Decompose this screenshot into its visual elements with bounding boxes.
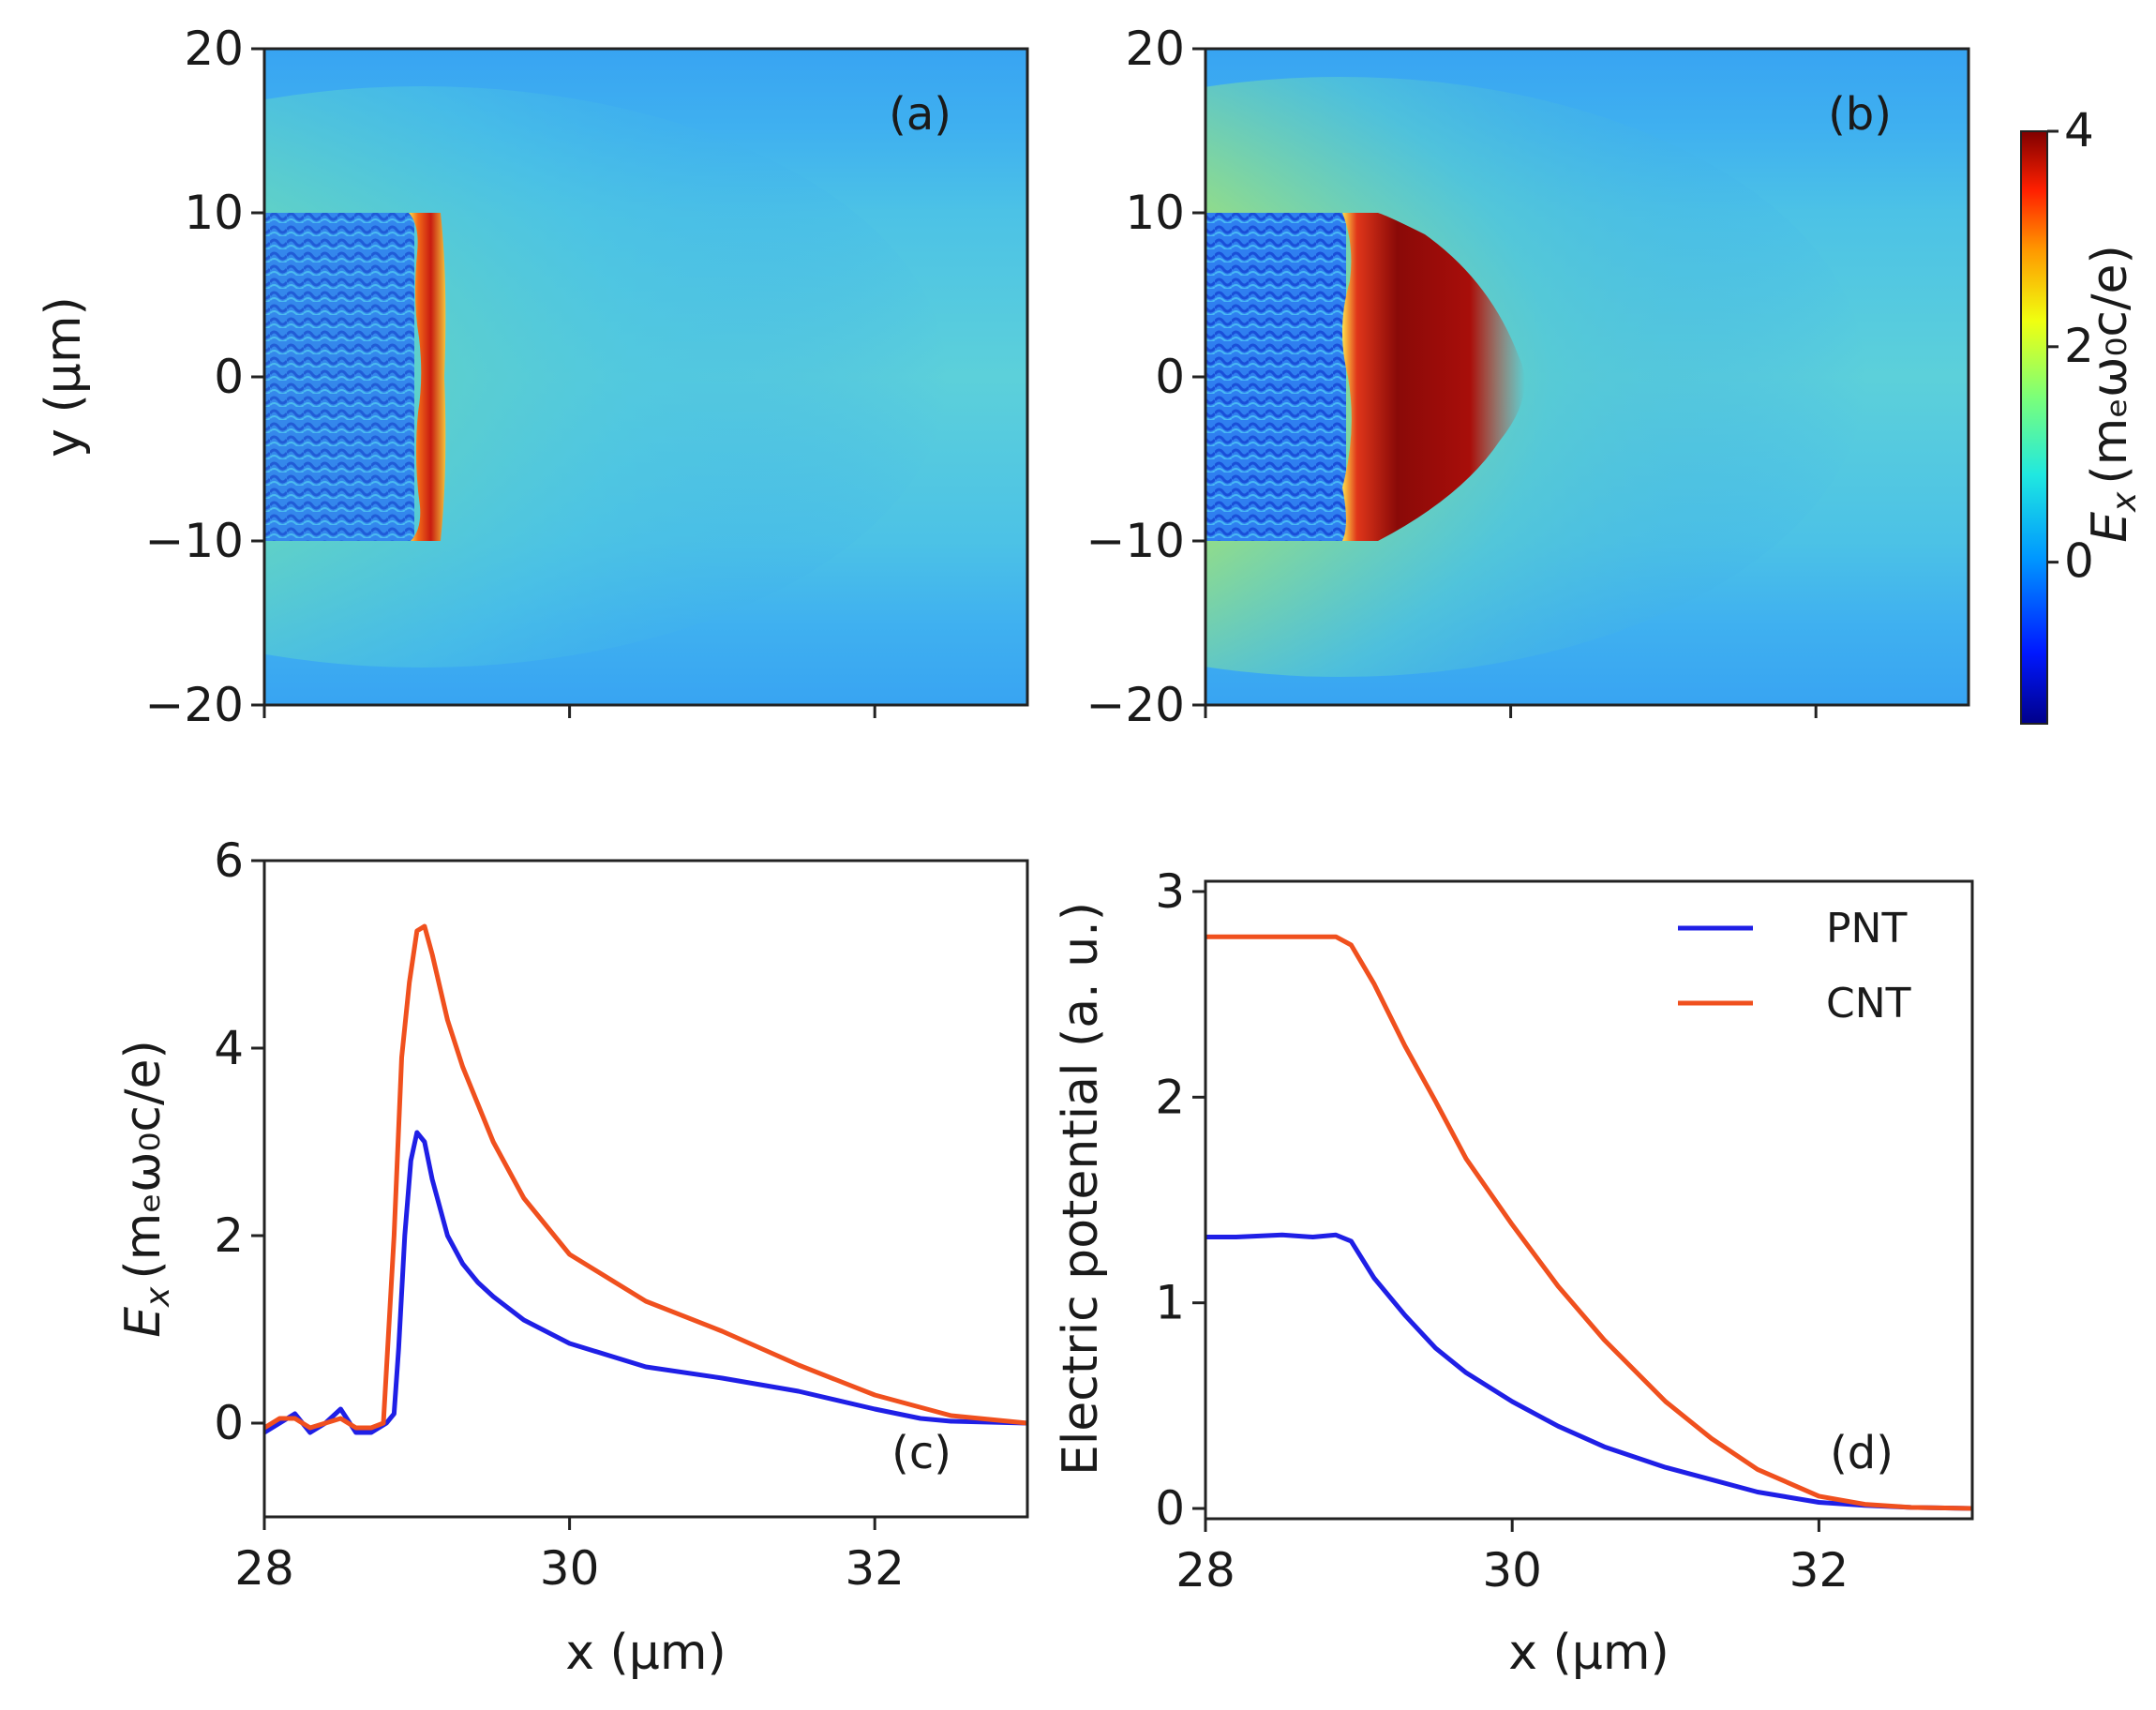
- y-tick-label-a: 0: [214, 350, 244, 404]
- y-tick-label-a: 20: [184, 22, 244, 76]
- legend-pnt-label: PNT: [1826, 905, 1907, 952]
- colorbar-label-units: (mₑω₀c/e): [2082, 245, 2138, 484]
- y-tick-label-b: 0: [1155, 350, 1185, 404]
- axes-c-frame: [262, 859, 1029, 1519]
- heatmap-a-laser-region: [264, 213, 414, 541]
- x-axis-label-c: x (μm): [565, 1625, 726, 1681]
- colorbar-gradient: [2020, 130, 2048, 725]
- colorbar-label: Ex (mₑω₀c/e): [2082, 245, 2144, 543]
- heatmap-b: [1205, 49, 1969, 705]
- axes-c-ticks: 6 4 2 0 28 30 32: [214, 833, 905, 1596]
- y-tick-label-c: 6: [214, 833, 244, 888]
- y-tick-label-b: −10: [1085, 514, 1185, 568]
- panel-label-d: (d): [1830, 1427, 1894, 1479]
- panel-a: 20 10 0 −10 −20 (a) y (μm): [36, 22, 1029, 732]
- x-axis-label-d: x (μm): [1508, 1625, 1669, 1681]
- heatmap-b-front: [1341, 213, 1525, 541]
- colorbar-label-sub: x: [2105, 491, 2144, 513]
- y-tick-label-b: 10: [1125, 186, 1185, 240]
- lines-d: [1205, 934, 1972, 1511]
- colorbar-ticks: 4 2 0: [2047, 103, 2094, 589]
- y-tick-label-b: −20: [1085, 678, 1185, 732]
- x-tick-label-d: 28: [1175, 1543, 1235, 1598]
- y-axis-label-c-sub: x: [139, 1286, 177, 1308]
- series-cnt-c: [264, 923, 1027, 1431]
- panel-label-b: (b): [1828, 88, 1892, 141]
- heatmap-a: [264, 49, 1027, 705]
- colorbar: 4 2 0 Ex (mₑω₀c/e): [2020, 103, 2144, 725]
- y-axis-label-top: y (μm): [36, 296, 92, 458]
- panel-b: 20 10 0 −10 −20 (b): [1085, 22, 1970, 732]
- axes-b-ticks: 20 10 0 −10 −20: [1085, 22, 1818, 732]
- y-axis-label-d: Electric potential (a. u.): [1053, 902, 1109, 1476]
- y-tick-label-c: 2: [214, 1208, 244, 1263]
- series-pnt-c: [264, 1130, 1027, 1435]
- y-tick-label-b: 20: [1125, 22, 1185, 76]
- x-tick-label-d: 32: [1789, 1543, 1849, 1598]
- axes-a-ticks: 20 10 0 −10 −20: [144, 22, 876, 732]
- colorbar-label-main: E: [2082, 512, 2138, 543]
- legend-cnt-label: CNT: [1826, 980, 1911, 1028]
- x-tick-label-c: 30: [540, 1541, 600, 1596]
- x-tick-label-d: 30: [1482, 1543, 1542, 1598]
- axes-d-frame: [1204, 879, 1974, 1521]
- y-axis-label-c-main: E: [115, 1307, 172, 1338]
- y-tick-label-c: 0: [214, 1396, 244, 1450]
- panel-c: 6 4 2 0 28 30 32 (c) Ex (mₑω₀c/e) x (μm): [115, 833, 1029, 1681]
- y-axis-label-c-units: (mₑω₀c/e): [115, 1040, 172, 1279]
- panel-label-c: (c): [891, 1427, 951, 1479]
- y-tick-label-d: 3: [1155, 864, 1185, 919]
- panel-label-a: (a): [889, 88, 951, 141]
- y-tick-label-c: 4: [214, 1021, 244, 1075]
- y-tick-label-a: −10: [144, 514, 244, 568]
- series-cnt-d: [1205, 934, 1972, 1511]
- y-tick-label-d: 2: [1155, 1070, 1185, 1124]
- y-tick-label-d: 1: [1155, 1276, 1185, 1330]
- colorbar-tick-label: 2: [2064, 319, 2094, 373]
- heatmap-b-laser-region: [1205, 213, 1346, 541]
- y-tick-label-a: −20: [144, 678, 244, 732]
- y-tick-label-a: 10: [184, 186, 244, 240]
- legend-d: PNT CNT: [1678, 905, 1911, 1028]
- x-tick-label-c: 32: [845, 1541, 905, 1596]
- heatmap-a-front: [409, 213, 446, 541]
- colorbar-tick-label: 4: [2064, 103, 2094, 158]
- lines-c: [264, 923, 1027, 1435]
- colorbar-tick-label: 0: [2064, 534, 2094, 589]
- y-axis-label-c: Ex (mₑω₀c/e): [115, 1040, 177, 1338]
- series-pnt-d: [1205, 1232, 1972, 1511]
- x-tick-label-c: 28: [234, 1541, 294, 1596]
- y-tick-label-d: 0: [1155, 1481, 1185, 1536]
